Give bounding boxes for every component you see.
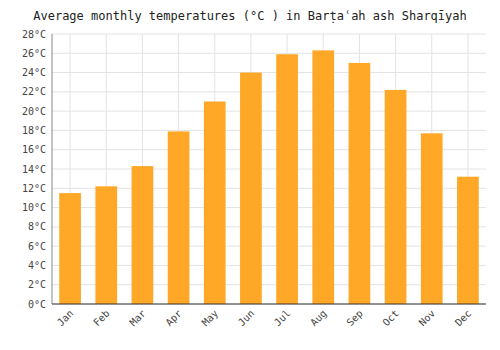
y-tick-label: 22°C — [22, 86, 46, 97]
x-tick-label: Apr — [163, 308, 184, 329]
y-tick-label: 16°C — [22, 144, 46, 155]
y-tick-label: 2°C — [28, 279, 46, 290]
chart-container: Average monthly temperatures (°C ) in Ba… — [0, 0, 500, 350]
grid-line — [52, 304, 486, 305]
bar — [312, 50, 334, 304]
y-tick-label: 4°C — [28, 260, 46, 271]
bar — [385, 90, 407, 304]
bar — [95, 186, 117, 304]
grid-line — [52, 111, 486, 112]
x-tick-label: Aug — [308, 308, 329, 329]
y-tick-label: 0°C — [28, 299, 46, 310]
y-tick-label: 8°C — [28, 221, 46, 232]
bars — [59, 50, 479, 304]
x-tick-label: Feb — [91, 308, 112, 329]
x-tick-label: Jan — [55, 308, 76, 329]
y-tick-label: 12°C — [22, 183, 46, 194]
bar — [276, 54, 298, 304]
bar — [168, 131, 190, 304]
x-tick-label: Dec — [453, 308, 474, 329]
bar — [204, 102, 226, 305]
y-tick-label: 24°C — [22, 67, 46, 78]
y-tick-label: 6°C — [28, 241, 46, 252]
grid — [52, 34, 486, 304]
x-axis-line — [52, 304, 486, 305]
grid-line — [52, 34, 486, 35]
bar — [132, 166, 154, 304]
x-tick-label: Jul — [272, 308, 293, 329]
y-tick-label: 28°C — [22, 29, 46, 40]
title: Average monthly temperatures (°C ) in Ba… — [33, 9, 466, 23]
y-axis-line — [52, 34, 53, 304]
chart: Average monthly temperatures (°C ) in Ba… — [0, 0, 500, 350]
x-tick-label: Oct — [380, 308, 401, 329]
grid-line — [52, 130, 486, 131]
grid-line — [52, 91, 486, 92]
bar — [421, 133, 443, 304]
x-tick-label: Nov — [417, 308, 438, 329]
x-tick-label: Mar — [127, 308, 148, 329]
x-tick-label: Jun — [236, 308, 257, 329]
x-tick-label: May — [200, 308, 221, 329]
y-tick-label: 20°C — [22, 106, 46, 117]
bar — [349, 63, 371, 304]
x-tick-label: Sep — [344, 308, 365, 329]
y-tick-label: 10°C — [22, 202, 46, 213]
grid-line — [52, 72, 486, 73]
y-tick-label: 18°C — [22, 125, 46, 136]
y-tick-label: 26°C — [22, 48, 46, 59]
bar — [240, 73, 262, 304]
bar — [59, 193, 81, 304]
grid-line — [52, 53, 486, 54]
y-tick-label: 14°C — [22, 164, 46, 175]
bar — [457, 177, 479, 304]
